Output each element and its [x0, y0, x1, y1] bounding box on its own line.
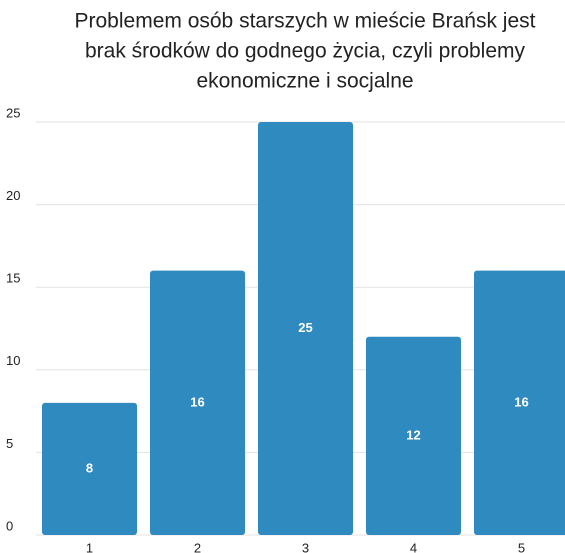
x-tick-label: 3: [302, 540, 309, 553]
bar: [150, 270, 245, 535]
bar: [366, 336, 461, 535]
bar: [258, 122, 353, 535]
x-tick-label: 5: [518, 540, 525, 553]
value-label: 16: [514, 394, 528, 409]
value-label: 12: [406, 427, 420, 442]
y-tick-label: 0: [6, 518, 13, 533]
x-tick-label: 2: [194, 540, 201, 553]
y-tick-label: 5: [6, 436, 13, 451]
bar: [42, 402, 137, 535]
chart-title: brak środków do godnego życia, czyli pro…: [85, 40, 526, 63]
chart-title: ekonomiczne i socjalne: [196, 70, 413, 93]
y-tick-label: 20: [6, 188, 20, 203]
x-tick-label: 4: [410, 540, 417, 553]
x-tick-label: 1: [86, 540, 93, 553]
value-label: 8: [86, 460, 93, 475]
value-label: 25: [298, 320, 312, 335]
value-label: 16: [190, 394, 204, 409]
y-tick-label: 25: [6, 105, 20, 120]
y-tick-label: 10: [6, 353, 20, 368]
chart-title: Problemem osób starszych w mieście Brańs…: [75, 10, 536, 33]
y-tick-label: 15: [6, 271, 20, 286]
bar: [474, 270, 565, 535]
